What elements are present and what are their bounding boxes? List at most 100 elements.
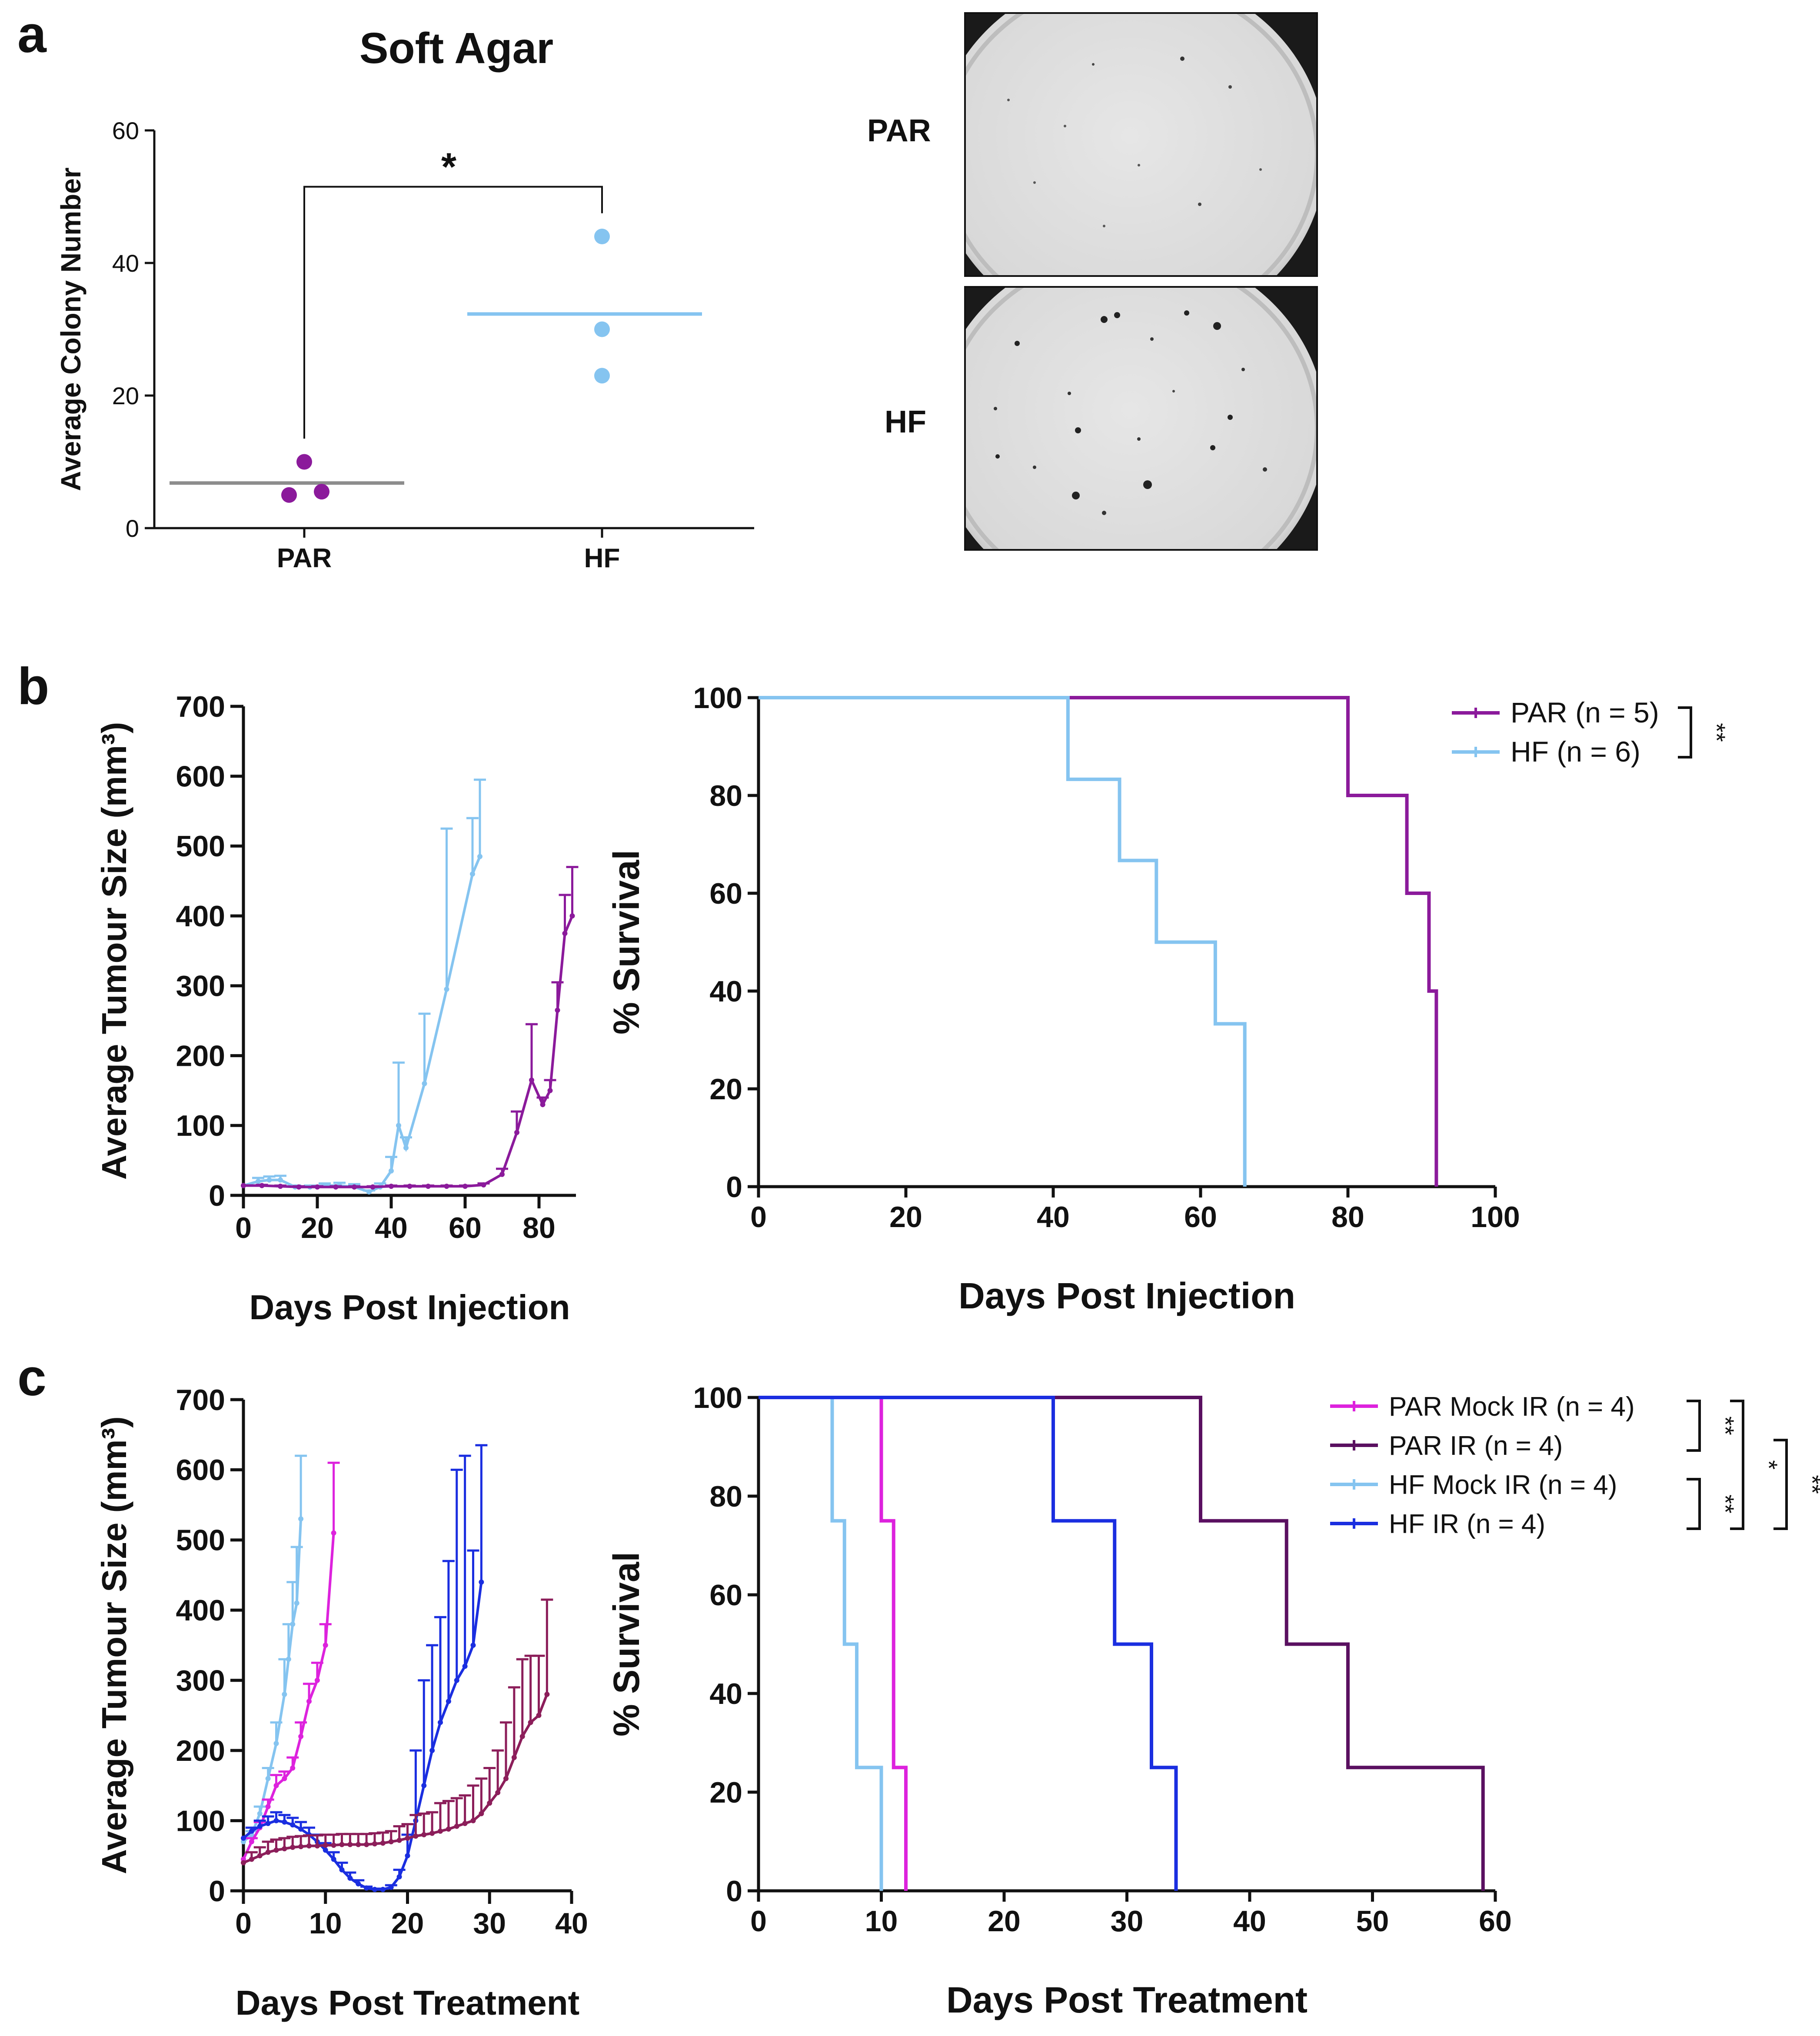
data-point xyxy=(290,1621,296,1627)
data-point xyxy=(352,1184,357,1190)
data-point xyxy=(380,1840,386,1846)
data-point xyxy=(257,1811,263,1816)
legend: PAR (n = 5) HF (n = 6) ** xyxy=(1452,696,1730,768)
x-tick-label: 40 xyxy=(375,1211,408,1244)
data-point xyxy=(273,1818,279,1823)
data-point xyxy=(407,1184,413,1189)
significance-bracket xyxy=(1687,1400,1701,1452)
x-tick-label: 60 xyxy=(1184,1201,1217,1234)
significance-label: * xyxy=(1755,1460,1783,1470)
data-point xyxy=(306,1699,312,1704)
survival-curve-1 xyxy=(759,696,1247,1187)
data-point-hf xyxy=(594,368,610,384)
legend-label: HF Mock IR (n = 4) xyxy=(1389,1470,1617,1500)
x-tick-label: 60 xyxy=(1479,1905,1512,1938)
data-point xyxy=(323,1847,328,1853)
data-point xyxy=(477,854,482,859)
data-point xyxy=(241,1835,246,1841)
chart-b-tumour-size: 0 100 200 300 400 500 600 700 0 20 40 60 80 Days Post… xyxy=(95,690,579,1327)
data-point xyxy=(413,1833,419,1839)
x-tick-label: 50 xyxy=(1356,1905,1389,1938)
legend-label: HF IR (n = 4) xyxy=(1389,1509,1545,1539)
y-tick-label: 500 xyxy=(176,830,225,863)
data-point xyxy=(364,1885,369,1891)
data-point xyxy=(273,1741,279,1746)
legend-label: PAR IR (n = 4) xyxy=(1389,1431,1563,1461)
series-hf xyxy=(241,778,486,1194)
data-point xyxy=(388,1884,394,1890)
series-line xyxy=(243,1519,303,1843)
y-axis-label: Average Tumour Size (mm³) xyxy=(95,1416,133,1874)
y-tick-label: 60 xyxy=(709,877,742,910)
x-axis-label: Days Post Injection xyxy=(250,1288,570,1327)
y-tick-label: 0 xyxy=(209,1179,225,1212)
legend-label: PAR (n = 5) xyxy=(1511,696,1659,729)
y-tick-label: 0 xyxy=(209,1875,225,1908)
data-point xyxy=(470,1818,476,1823)
data-point xyxy=(286,1657,291,1662)
data-point xyxy=(323,1843,328,1848)
x-tick-label: 60 xyxy=(449,1211,482,1244)
x-tick-label: 20 xyxy=(889,1201,922,1234)
data-point xyxy=(528,1720,533,1725)
y-tick-label: 40 xyxy=(709,1677,742,1710)
x-axis-label: Days Post Treatment xyxy=(236,1983,579,2022)
data-point xyxy=(306,1843,312,1849)
data-point xyxy=(403,1145,409,1151)
series-hf-ir xyxy=(241,1444,488,1892)
x-tick-label: 20 xyxy=(301,1211,334,1244)
y-axis-label: % Survival xyxy=(606,1552,647,1737)
data-point xyxy=(364,1842,369,1847)
data-point xyxy=(347,1875,353,1881)
y-axis-label: Average Tumour Size (mm³) xyxy=(95,722,133,1180)
data-point xyxy=(298,1733,304,1739)
data-point xyxy=(290,1765,296,1771)
data-point xyxy=(370,1184,376,1190)
data-point xyxy=(298,1826,304,1832)
data-point xyxy=(454,1677,459,1683)
series-par-mock-ir xyxy=(241,1461,340,1862)
y-tick-label: 40 xyxy=(112,250,139,277)
data-point xyxy=(479,1579,484,1585)
y-tick-label: 20 xyxy=(112,382,139,409)
data-point xyxy=(257,1823,263,1829)
x-tick-label: 30 xyxy=(1111,1905,1144,1938)
data-point xyxy=(514,1130,519,1135)
data-point xyxy=(339,1842,345,1847)
significance-label: ** xyxy=(1799,1475,1820,1494)
y-tick-label: 100 xyxy=(176,1109,225,1142)
data-point xyxy=(314,1677,320,1683)
panel-letter-a: a xyxy=(17,5,47,63)
data-point xyxy=(519,1733,525,1739)
y-tick-label: 700 xyxy=(176,1384,225,1417)
x-tick-label: 40 xyxy=(1233,1905,1266,1938)
data-point xyxy=(282,1776,287,1781)
data-point-par xyxy=(281,487,297,503)
x-tick-label: 80 xyxy=(522,1211,556,1244)
data-point xyxy=(555,1008,560,1013)
survival-curve-2 xyxy=(759,1396,883,1891)
x-tick-label: 20 xyxy=(391,1907,424,1940)
data-point xyxy=(487,1800,492,1806)
data-point xyxy=(444,1184,449,1189)
y-tick-label: 80 xyxy=(709,779,742,812)
data-point xyxy=(278,1177,283,1183)
data-point xyxy=(562,931,568,936)
data-point xyxy=(470,871,475,877)
data-point xyxy=(314,1843,320,1849)
significance-star: * xyxy=(441,146,456,189)
data-point xyxy=(331,1856,336,1862)
dish-label-hf: HF xyxy=(885,405,926,439)
x-tick-label: 0 xyxy=(750,1905,767,1938)
data-point xyxy=(265,1804,271,1810)
y-tick-label: 200 xyxy=(176,1039,225,1072)
x-tick-label: 0 xyxy=(235,1907,252,1940)
x-tick-label: 80 xyxy=(1331,1201,1364,1234)
data-point xyxy=(405,1835,410,1841)
significance-label: ** xyxy=(1703,723,1730,742)
data-point xyxy=(462,1184,468,1189)
x-tick-label: 30 xyxy=(473,1907,506,1940)
data-point xyxy=(511,1755,517,1760)
data-point xyxy=(454,1823,459,1829)
